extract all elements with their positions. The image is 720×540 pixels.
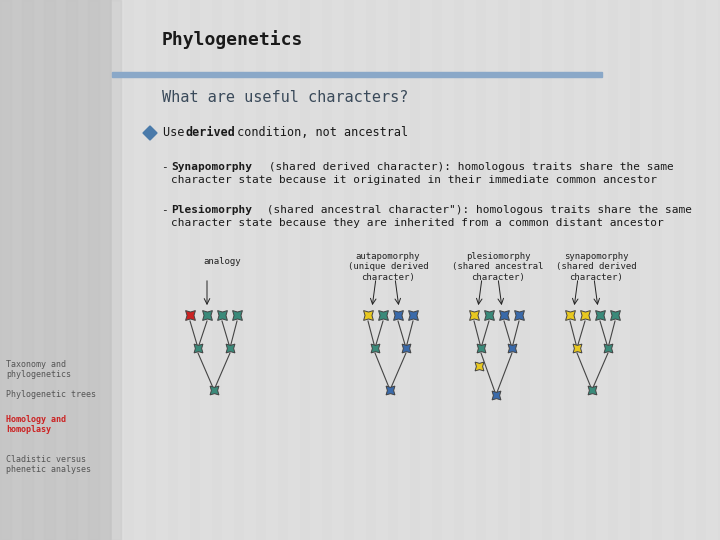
Bar	[618, 0, 629, 540]
Bar	[244, 0, 255, 540]
Text: Taxonomy and
phylogenetics: Taxonomy and phylogenetics	[6, 360, 71, 380]
Bar	[662, 0, 673, 540]
Bar	[22, 0, 33, 540]
Bar	[332, 0, 343, 540]
Bar	[134, 0, 145, 540]
Bar	[0, 0, 112, 540]
Bar	[354, 0, 365, 540]
Text: derived: derived	[185, 126, 235, 139]
Text: Use: Use	[163, 126, 192, 139]
Bar	[640, 0, 651, 540]
Bar	[200, 0, 211, 540]
Bar	[486, 0, 497, 540]
Text: Phylogenetics: Phylogenetics	[162, 30, 303, 49]
Text: Plesiomorphy: Plesiomorphy	[171, 205, 252, 215]
Text: character state because they are inherited from a common distant ancestor: character state because they are inherit…	[171, 218, 664, 228]
Bar	[110, 0, 121, 540]
Text: Homology and
homoplasy: Homology and homoplasy	[6, 415, 66, 434]
Bar	[0, 0, 11, 540]
Bar	[178, 0, 189, 540]
Bar	[530, 0, 541, 540]
Bar	[66, 0, 77, 540]
Bar	[112, 0, 123, 540]
Bar	[508, 0, 519, 540]
Bar	[112, 72, 602, 77]
Text: plesiomorphy
(shared ancestral
character): plesiomorphy (shared ancestral character…	[452, 252, 544, 282]
Text: -: -	[162, 162, 176, 172]
Text: (shared ancestral character"): homologous traits share the same: (shared ancestral character"): homologou…	[260, 205, 692, 215]
Bar	[684, 0, 695, 540]
Bar	[552, 0, 563, 540]
Bar	[266, 0, 277, 540]
Bar	[156, 0, 167, 540]
Bar	[288, 0, 299, 540]
Text: autapomorphy
(unique derived
character): autapomorphy (unique derived character)	[348, 252, 428, 282]
Text: synapomorphy
(shared derived
character): synapomorphy (shared derived character)	[556, 252, 636, 282]
Bar	[376, 0, 387, 540]
Text: analogy: analogy	[203, 257, 240, 266]
Bar	[596, 0, 607, 540]
Bar	[442, 0, 453, 540]
Text: Cladistic versus
phenetic analyses: Cladistic versus phenetic analyses	[6, 455, 91, 475]
Bar	[88, 0, 99, 540]
Bar	[222, 0, 233, 540]
Text: (shared derived character): homologous traits share the same: (shared derived character): homologous t…	[262, 162, 674, 172]
Bar	[706, 0, 717, 540]
Text: -: -	[162, 205, 176, 215]
Bar	[464, 0, 475, 540]
Bar	[112, 0, 720, 540]
Text: character state because it originated in their immediate common ancestor: character state because it originated in…	[171, 175, 657, 185]
Bar	[44, 0, 55, 540]
Bar	[574, 0, 585, 540]
Polygon shape	[143, 126, 157, 140]
Text: condition, not ancestral: condition, not ancestral	[230, 126, 408, 139]
Text: What are useful characters?: What are useful characters?	[162, 90, 408, 105]
Bar	[398, 0, 409, 540]
Text: Phylogenetic trees: Phylogenetic trees	[6, 390, 96, 399]
Text: Synapomorphy: Synapomorphy	[171, 162, 252, 172]
Bar	[310, 0, 321, 540]
Bar	[420, 0, 431, 540]
